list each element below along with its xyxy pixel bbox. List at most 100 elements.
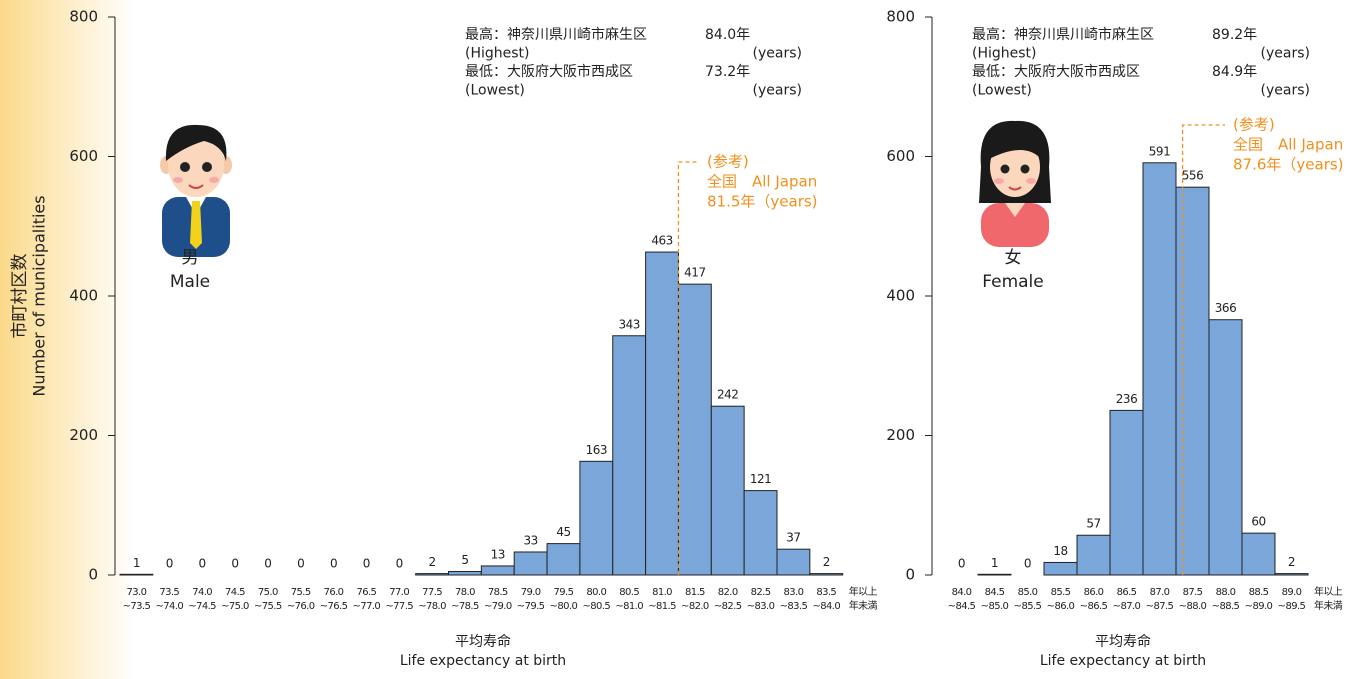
x-tick-label: 87.0: [1150, 587, 1170, 598]
bar: [1241, 532, 1276, 576]
x-tick-label: 82.5: [751, 587, 771, 598]
x-tick-label: 83.5: [816, 587, 836, 598]
x-tick-label: ~76.5: [320, 601, 348, 612]
x-tick-label: ~88.0: [1179, 601, 1207, 612]
x-tick-label: 74.0: [192, 587, 212, 598]
x-tick-label: 86.0: [1084, 587, 1104, 598]
stat-label: 最低：大阪府大阪市西成区: [972, 63, 1140, 80]
stat-label: (Lowest): [972, 83, 1032, 99]
x-suffix: 年以上: [1314, 585, 1343, 598]
x-tick-label: 80.5: [619, 587, 639, 598]
bar: [677, 283, 712, 576]
x-tick-label: 84.0: [952, 587, 972, 598]
x-suffix: 年未満: [1314, 599, 1343, 612]
x-tick-label: ~89.5: [1278, 601, 1306, 612]
x-tick-label: 80.0: [586, 587, 606, 598]
data-label: 0: [264, 557, 271, 571]
data-label: 33: [523, 533, 537, 547]
data-label: 1: [133, 556, 140, 570]
data-label: 2: [823, 555, 830, 569]
bar: [480, 565, 515, 576]
x-tick-label: 77.5: [422, 587, 442, 598]
y-tick-label: 800: [886, 8, 915, 26]
reference-label: (参考): [1233, 116, 1275, 134]
x-tick-label: 77.0: [389, 587, 409, 598]
x-suffix: 年以上: [849, 585, 878, 598]
bar: [1208, 319, 1243, 576]
data-label: 242: [717, 388, 738, 402]
reference-line: [1181, 124, 1225, 575]
y-tick-label: 0: [905, 566, 915, 584]
x-tick-label: ~82.5: [714, 601, 742, 612]
x-tick-label: ~77.5: [385, 601, 413, 612]
female-icon: [979, 120, 1051, 247]
reference-label: 87.6年（years): [1233, 156, 1344, 174]
data-label: 0: [363, 557, 370, 571]
bar: [546, 543, 581, 576]
bar: [645, 251, 679, 576]
x-tick-label: ~78.5: [451, 601, 479, 612]
x-tick-label: ~85.5: [1014, 601, 1042, 612]
data-label: 556: [1182, 169, 1203, 183]
data-label: 0: [166, 557, 173, 571]
x-tick-label: 73.5: [159, 587, 179, 598]
x-tick-label: ~86.0: [1047, 601, 1075, 612]
stat-value: (years): [753, 46, 802, 62]
data-label: 0: [1024, 557, 1031, 571]
stat-value: 84.0年: [705, 27, 750, 43]
x-tick-label: 86.5: [1117, 587, 1137, 598]
x-axis-label: 平均寿命: [1095, 633, 1151, 650]
data-label: 463: [651, 234, 672, 248]
data-label: 366: [1215, 301, 1236, 315]
x-tick-label: ~78.0: [418, 601, 446, 612]
y-tick-label: 400: [886, 287, 915, 305]
data-label: 1: [991, 556, 998, 570]
x-tick-label: 88.5: [1249, 587, 1269, 598]
bar: [415, 573, 449, 576]
bar: [977, 573, 1012, 576]
bar: [1076, 534, 1111, 576]
stat-value: 73.2年: [705, 64, 750, 80]
x-tick-label: ~85.0: [981, 601, 1009, 612]
data-label: 0: [396, 557, 403, 571]
x-axis-label-en: Life expectancy at birth: [1040, 653, 1206, 669]
data-label: 0: [231, 557, 238, 571]
reference-label: (参考): [707, 153, 749, 171]
x-tick-label: 87.5: [1183, 587, 1203, 598]
reference-label: 81.5年（years): [707, 193, 818, 211]
stat-value: (years): [753, 83, 802, 99]
stat-value: 89.2年: [1212, 27, 1257, 43]
data-label: 0: [199, 557, 206, 571]
reference-label: 全国 All Japan: [707, 173, 817, 191]
y-tick-label: 200: [69, 426, 98, 444]
x-tick-label: ~74.0: [155, 601, 183, 612]
x-axis-label-en: Life expectancy at birth: [400, 653, 566, 669]
bar: [1043, 561, 1078, 576]
stat-value: (years): [1261, 83, 1310, 99]
x-tick-label: 78.5: [488, 587, 508, 598]
data-label: 0: [958, 557, 965, 571]
data-label: 57: [1086, 517, 1100, 531]
x-tick-label: 82.0: [718, 587, 738, 598]
stat-label: 最高：神奈川県川崎市麻生区: [972, 26, 1154, 43]
bar: [1274, 573, 1309, 576]
x-tick-label: 79.0: [521, 587, 541, 598]
bar: [448, 571, 482, 576]
x-tick-label: 81.0: [652, 587, 672, 598]
data-label: 60: [1251, 515, 1265, 529]
x-tick-label: ~81.0: [615, 601, 643, 612]
stat-label: 最低：大阪府大阪市西成区: [465, 63, 633, 80]
person-label: Male: [170, 272, 210, 292]
x-tick-label: ~79.0: [484, 601, 512, 612]
bar: [579, 460, 614, 576]
stat-value: 84.9年: [1212, 64, 1257, 80]
bar: [710, 405, 745, 576]
data-label: 13: [491, 547, 505, 561]
x-axis-label: 平均寿命: [455, 633, 511, 650]
x-tick-label: 75.5: [291, 587, 311, 598]
y-tick-label: 800: [69, 8, 98, 26]
bar: [119, 573, 154, 576]
x-tick-label: ~80.0: [550, 601, 578, 612]
x-tick-label: ~79.5: [517, 601, 545, 612]
